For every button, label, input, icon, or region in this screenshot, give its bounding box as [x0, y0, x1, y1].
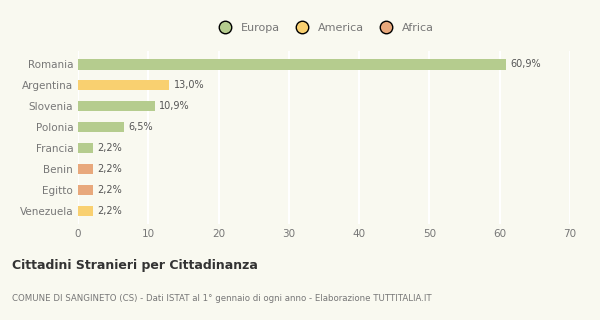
Text: 2,2%: 2,2%	[98, 164, 122, 174]
Text: 60,9%: 60,9%	[510, 59, 541, 69]
Text: 6,5%: 6,5%	[128, 122, 152, 132]
Bar	[78, 164, 94, 174]
Bar	[78, 59, 506, 69]
Text: 2,2%: 2,2%	[98, 143, 122, 153]
Text: 2,2%: 2,2%	[98, 185, 122, 195]
Bar	[78, 101, 155, 111]
Text: Cittadini Stranieri per Cittadinanza: Cittadini Stranieri per Cittadinanza	[12, 259, 258, 272]
Bar	[78, 185, 94, 195]
Bar	[78, 80, 169, 91]
Legend: Europa, America, Africa: Europa, America, Africa	[210, 19, 438, 38]
Text: COMUNE DI SANGINETO (CS) - Dati ISTAT al 1° gennaio di ogni anno - Elaborazione : COMUNE DI SANGINETO (CS) - Dati ISTAT al…	[12, 294, 431, 303]
Bar	[78, 206, 94, 216]
Text: 13,0%: 13,0%	[173, 80, 204, 90]
Text: 2,2%: 2,2%	[98, 206, 122, 216]
Bar	[78, 122, 124, 132]
Text: 10,9%: 10,9%	[159, 101, 190, 111]
Bar	[78, 143, 94, 153]
